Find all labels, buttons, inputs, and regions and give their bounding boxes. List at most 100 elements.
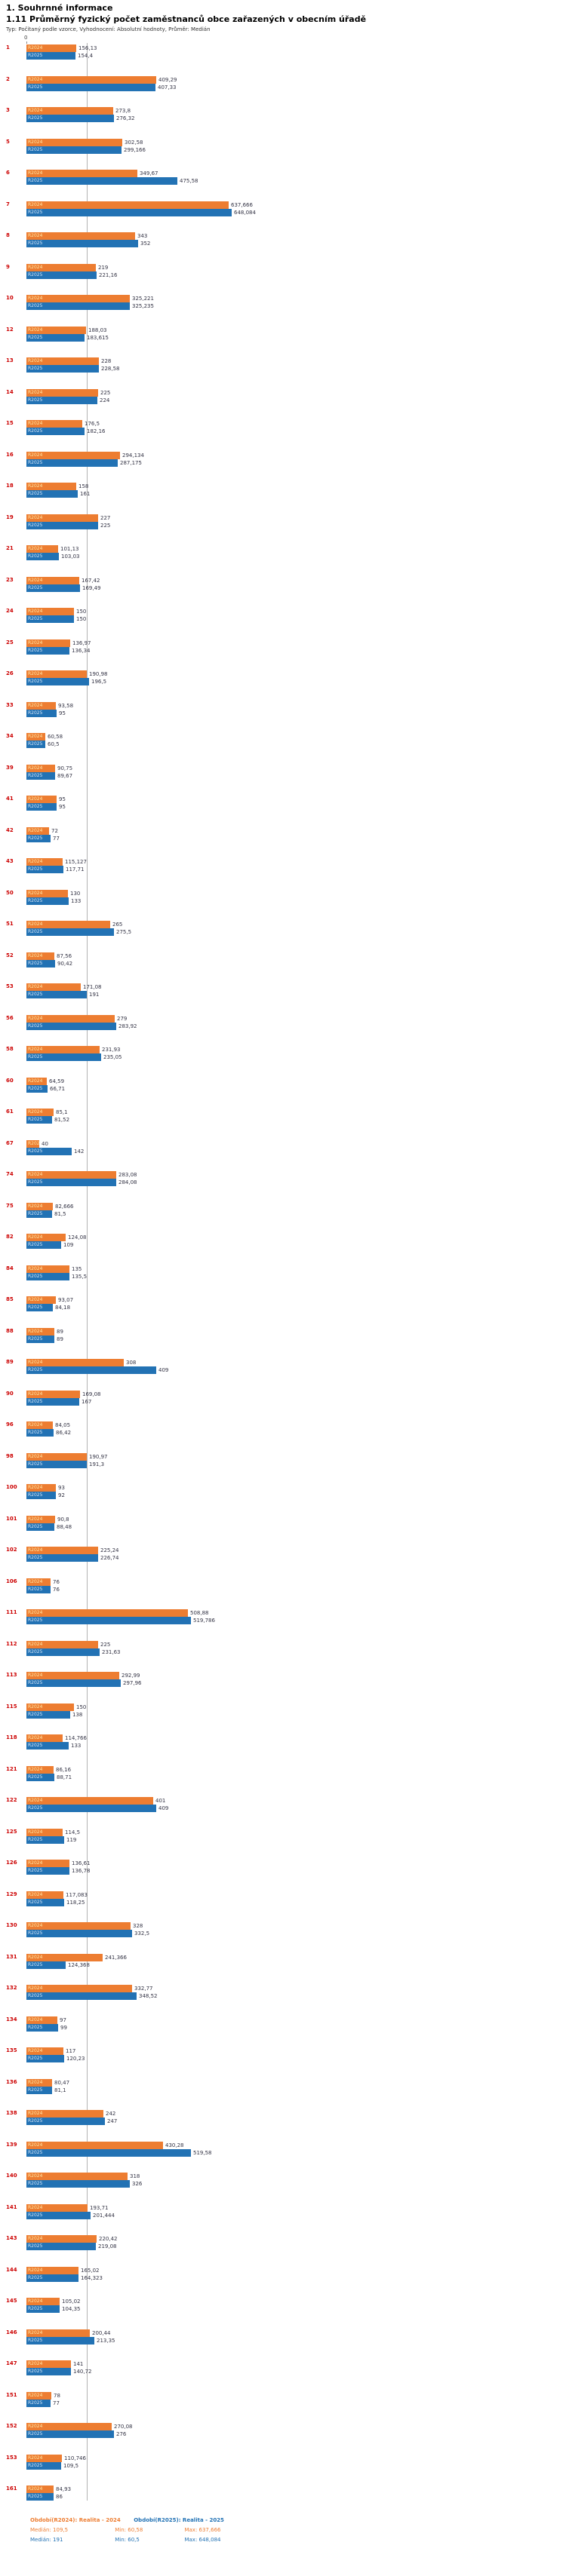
bar-r2025: R2025	[26, 1679, 121, 1687]
bar-series-label: R2025	[28, 1555, 43, 1560]
bar-r2025: R2025	[26, 1554, 98, 1562]
bar-series-label: R2025	[28, 710, 43, 716]
bar-series-label: R2024	[28, 609, 43, 614]
bar-group: 15 R2024 176,5 R2025 182,16	[6, 420, 566, 435]
bar-value-label: 332,77	[134, 1986, 153, 1992]
bar-value-label: 225	[100, 1641, 111, 1648]
bar-r2024: R2024	[26, 1234, 66, 1241]
bar-series-label: R2024	[28, 233, 43, 238]
bar-line: R2024 130	[26, 889, 566, 897]
bar-value-label: 136,97	[72, 639, 91, 646]
bar-line: R2025 648,084	[26, 208, 566, 216]
bar-group: 100 R2024 93 R2025 92	[6, 1484, 566, 1499]
bar-group: 132 R2024 332,77 R2025 348,52	[6, 1985, 566, 2000]
bar-value-label: 95	[59, 710, 66, 716]
bar-value-label: 89	[57, 1336, 63, 1342]
bar-group: 25 R2024 136,97 R2025 136,34	[6, 639, 566, 655]
row-label: 144	[6, 2266, 17, 2273]
bar-group: 88 R2024 89 R2025 89	[6, 1327, 566, 1343]
bar-r2025: R2025	[26, 428, 85, 435]
bar-line: R2025 135,5	[26, 1272, 566, 1280]
row-label: 15	[6, 420, 14, 426]
bar-r2025: R2025	[26, 2430, 114, 2438]
bar-line: R2025 164,323	[26, 2274, 566, 2282]
bar-r2025: R2025	[26, 1710, 70, 1719]
bar-group: 152 R2024 270,08 R2025 276	[6, 2423, 566, 2438]
bar-line: R2025 169,49	[26, 584, 566, 592]
bar-line: R2025 213,35	[26, 2336, 566, 2344]
bar-series-label: R2025	[28, 647, 43, 653]
bar-line: R2024 115,127	[26, 858, 566, 866]
bar-value-label: 430,28	[165, 2142, 184, 2148]
bar-line: R2024 93	[26, 1484, 566, 1492]
bar-value-label: 225	[100, 389, 111, 396]
bar-r2024: R2024	[26, 2329, 90, 2337]
bar-value-label: 325,221	[132, 296, 154, 302]
bar-r2024: R2024	[26, 107, 113, 115]
row-label: 112	[6, 1640, 17, 1647]
bar-group: 89 R2024 308 R2025 409	[6, 1359, 566, 1374]
bar-line: R2024 110,746	[26, 2454, 566, 2462]
bar-line: R2025 247	[26, 2118, 566, 2125]
bar-group: 143 R2024 220,42 R2025 219,08	[6, 2235, 566, 2250]
bar-line: R2024 64,59	[26, 1077, 566, 1085]
bar-series-label: R2024	[28, 483, 43, 489]
bar-r2025: R2025	[26, 1116, 52, 1124]
row-label: 19	[6, 514, 14, 520]
bar-r2024: R2024	[26, 1640, 98, 1648]
row-label: 2	[6, 75, 10, 82]
row-label: 85	[6, 1296, 14, 1302]
bar-series-label: R2024	[28, 1453, 43, 1459]
bar-r2024: R2024	[26, 1703, 74, 1711]
row-label: 61	[6, 1109, 14, 1115]
row-label: 7	[6, 201, 10, 207]
bar-series-label: R2025	[28, 1899, 43, 1905]
bar-r2025: R2025	[26, 1304, 53, 1311]
bar-pair: R2024 225 R2025 231,63	[26, 1640, 566, 1656]
bar-series-label: R2025	[28, 679, 43, 684]
bar-line: R2024 318	[26, 2173, 566, 2180]
bar-value-label: 167,42	[82, 577, 100, 584]
bar-line: R2024 228	[26, 357, 566, 365]
bar-line: R2025 92	[26, 1492, 566, 1499]
bar-series-label: R2024	[28, 1047, 43, 1052]
bar-line: R2024 219	[26, 263, 566, 271]
bar-value-label: 190,98	[89, 671, 108, 677]
bar-line: R2025 283,92	[26, 1022, 566, 1030]
row-label: 5	[6, 138, 10, 145]
bar-line: R2024 332,77	[26, 1985, 566, 1992]
bar-line: R2025 86	[26, 2493, 566, 2501]
bar-value-label: 114,5	[65, 1829, 81, 1835]
row-label: 67	[6, 1139, 14, 1146]
bar-series-label: R2024	[28, 1234, 43, 1240]
bar-value-label: 90,42	[57, 960, 73, 967]
bar-line: R2025 88,71	[26, 1773, 566, 1781]
bar-line: R2024 86,16	[26, 1765, 566, 1774]
bar-series-label: R2024	[28, 1015, 43, 1021]
bar-value-label: 88,48	[57, 1523, 72, 1530]
bar-line: R2025 228,58	[26, 365, 566, 373]
bar-r2024: R2024	[26, 983, 81, 991]
row-label: 147	[6, 2360, 17, 2366]
bar-r2024: R2024	[26, 75, 156, 84]
bar-value-label: 188,03	[88, 327, 107, 333]
bar-series-label: R2024	[28, 1547, 43, 1553]
bar-value-label: 95	[59, 804, 66, 810]
bar-value-label: 76	[53, 1586, 60, 1593]
bar-pair: R2024 101,13 R2025 103,03	[26, 545, 566, 560]
bar-r2024: R2024	[26, 1421, 53, 1429]
row-label: 140	[6, 2173, 17, 2179]
row-label: 39	[6, 764, 14, 771]
bar-series-label: R2024	[28, 1704, 43, 1710]
bar-line: R2024 167,42	[26, 576, 566, 584]
bar-r2024: R2024	[26, 733, 45, 741]
bar-value-label: 200,44	[92, 2329, 111, 2336]
legend-r2024-stats: Medián: 109,5 Min: 60,58 Max: 637,666	[30, 2527, 566, 2533]
bar-group: 13 R2024 228 R2025 228,58	[6, 357, 566, 373]
bar-series-label: R2024	[28, 1328, 43, 1334]
bar-line: R2024 265	[26, 921, 566, 928]
bar-pair: R2024 124,08 R2025 109	[26, 1234, 566, 1249]
bar-value-label: 84,05	[55, 1422, 71, 1428]
bar-r2025: R2025	[26, 803, 57, 811]
bar-r2025: R2025	[26, 177, 177, 185]
